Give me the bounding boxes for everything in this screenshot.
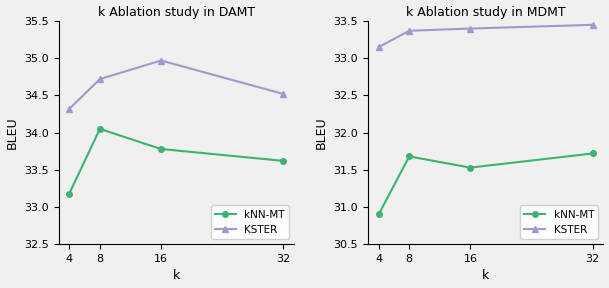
Line: kNN-MT: kNN-MT bbox=[376, 151, 596, 217]
kNN-MT bbox=[406, 155, 413, 158]
kNN-MT bbox=[280, 159, 287, 163]
kNN-MT bbox=[589, 152, 596, 155]
X-axis label: k: k bbox=[482, 270, 489, 283]
kNN-MT bbox=[96, 127, 104, 131]
Title: k Ablation study in DAMT: k Ablation study in DAMT bbox=[98, 5, 255, 18]
Legend: kNN-MT, KSTER: kNN-MT, KSTER bbox=[520, 205, 598, 239]
Line: KSTER: KSTER bbox=[376, 22, 596, 50]
Line: KSTER: KSTER bbox=[66, 58, 286, 112]
kNN-MT bbox=[66, 192, 73, 195]
KSTER bbox=[466, 27, 474, 30]
KSTER bbox=[280, 92, 287, 96]
Title: k Ablation study in MDMT: k Ablation study in MDMT bbox=[406, 5, 566, 18]
KSTER bbox=[375, 46, 382, 49]
KSTER bbox=[96, 77, 104, 81]
Y-axis label: BLEU: BLEU bbox=[315, 116, 328, 149]
Line: kNN-MT: kNN-MT bbox=[66, 126, 286, 196]
KSTER bbox=[406, 29, 413, 33]
KSTER bbox=[589, 23, 596, 26]
kNN-MT bbox=[466, 166, 474, 169]
KSTER bbox=[157, 59, 164, 62]
kNN-MT bbox=[157, 147, 164, 151]
X-axis label: k: k bbox=[173, 270, 180, 283]
kNN-MT bbox=[375, 213, 382, 216]
Y-axis label: BLEU: BLEU bbox=[5, 116, 18, 149]
KSTER bbox=[66, 107, 73, 111]
Legend: kNN-MT, KSTER: kNN-MT, KSTER bbox=[211, 205, 289, 239]
